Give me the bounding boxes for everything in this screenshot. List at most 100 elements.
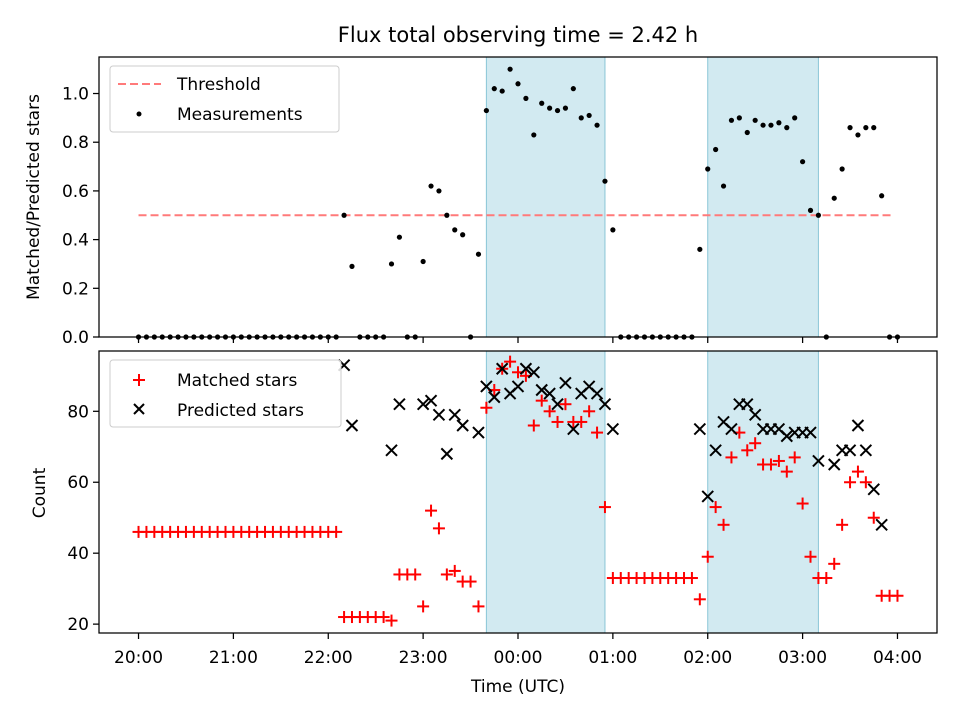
measurement-point (396, 234, 403, 240)
top-shaded-intervals (485, 56, 819, 338)
matched-star-point (828, 557, 841, 570)
matched-star-point (425, 504, 438, 517)
predicted-star-point (472, 426, 485, 439)
ratio-panel: Flux total observing time = 2.42 h 0.00.… (24, 23, 938, 348)
measurement-point (815, 212, 822, 218)
measurement-point (602, 178, 608, 184)
matched-star-point (504, 355, 517, 368)
matched-star-point (804, 550, 817, 563)
predicted-star-point (804, 426, 817, 439)
top-legend-box (109, 65, 340, 133)
predicted-star-point (606, 422, 620, 436)
predicted-star-point (843, 444, 857, 457)
legend-threshold-label: Threshold (176, 75, 261, 95)
matched-star-point (772, 454, 785, 467)
predicted-star-point (780, 429, 793, 443)
predicted-star-point (424, 394, 438, 407)
top-y-axis-label: Matched/Predicted stars (24, 94, 44, 300)
matched-star-point (693, 593, 706, 606)
predicted-star-point (851, 419, 865, 432)
x-tick-label: 03:00 (778, 648, 827, 668)
measurement-point (341, 212, 347, 218)
measurement-point (776, 120, 782, 126)
predicted-star-point (456, 419, 469, 432)
predicted-star-point (495, 362, 509, 375)
legend-matched-label: Matched stars (177, 371, 297, 391)
measurement-point (420, 258, 426, 265)
matched-star-point (551, 415, 564, 428)
legend-predicted-swatch (133, 403, 145, 415)
measurement-point (452, 227, 458, 233)
matched-star-point (836, 518, 849, 531)
legend-measurements-label: Measurements (177, 105, 303, 125)
bottom-y-axis-label: Count (30, 467, 50, 518)
predicted-star-point (598, 398, 612, 411)
legend-matched-swatch (133, 374, 145, 386)
matched-star-point (891, 589, 904, 602)
measurement-point (744, 129, 750, 136)
x-tick-label: 22:00 (304, 648, 353, 668)
measurement-point (713, 146, 719, 153)
matched-star-point (480, 401, 493, 414)
measurement-point (562, 105, 569, 111)
matched-star-point (844, 476, 857, 489)
matched-star-point (788, 451, 801, 464)
measurement-point (428, 183, 434, 189)
matched-star-point (709, 501, 722, 514)
measurement-point (547, 105, 553, 111)
measurement-point (792, 115, 798, 121)
measurement-point (768, 122, 774, 128)
matched-star-point (377, 611, 390, 624)
measurement-point (388, 261, 395, 267)
measurement-point (515, 81, 521, 87)
measurement-point (483, 107, 489, 114)
measurement-point (499, 88, 505, 94)
bottom-legend: Matched stars Predicted stars (109, 359, 342, 428)
matched-star-point (385, 614, 398, 627)
measurement-point (807, 207, 814, 213)
matched-star-point (464, 575, 477, 588)
predicted-star-point (543, 387, 556, 400)
bottom-series-layer (132, 355, 904, 627)
predicted-star-point (693, 422, 707, 436)
x-tick-label: 01:00 (588, 648, 637, 668)
matched-star-point (417, 600, 430, 613)
matched-star-point (851, 465, 864, 478)
predicted-star-point (741, 398, 754, 411)
measurement-point (760, 122, 766, 128)
matched-star-point (583, 405, 596, 418)
predicted-star-point (867, 483, 880, 496)
measurement-point (752, 117, 758, 123)
measurement-point (728, 117, 735, 123)
predicted-star-point (875, 518, 888, 532)
bottom-y-axis: 20 40 60 80 (67, 402, 99, 635)
measurement-point (863, 125, 869, 131)
predicted-star-point (393, 398, 406, 411)
matched-star-point (527, 419, 540, 432)
matched-star-point (440, 568, 453, 581)
top-y-tick-label: 0.2 (62, 279, 89, 299)
matched-star-point (598, 501, 611, 514)
matched-star-point (535, 394, 548, 407)
matched-star-point (685, 572, 698, 585)
top-y-tick-label: 0.4 (62, 231, 89, 251)
bottom-y-tick-label: 20 (67, 615, 89, 635)
legend-predicted-label: Predicted stars (177, 401, 304, 421)
measurement-point (879, 193, 885, 199)
top-y-tick-label: 1.0 (62, 85, 89, 105)
x-tick-label: 23:00 (399, 648, 448, 668)
matched-star-point (330, 525, 343, 538)
x-tick-label: 20:00 (114, 648, 163, 668)
measurement-point (697, 246, 703, 252)
chart-title: Flux total observing time = 2.42 h (338, 23, 698, 47)
legend-measurements-swatch (136, 111, 142, 117)
x-tick-label: 21:00 (209, 648, 258, 668)
shaded-interval-2 (707, 350, 819, 634)
predicted-star-point (416, 398, 430, 411)
x-tick-label: 04:00 (873, 648, 922, 668)
matched-star-point (820, 572, 833, 585)
matched-star-point (575, 415, 588, 428)
measurement-point (491, 86, 497, 92)
measurement-point (736, 115, 742, 121)
predicted-star-point (440, 447, 454, 461)
